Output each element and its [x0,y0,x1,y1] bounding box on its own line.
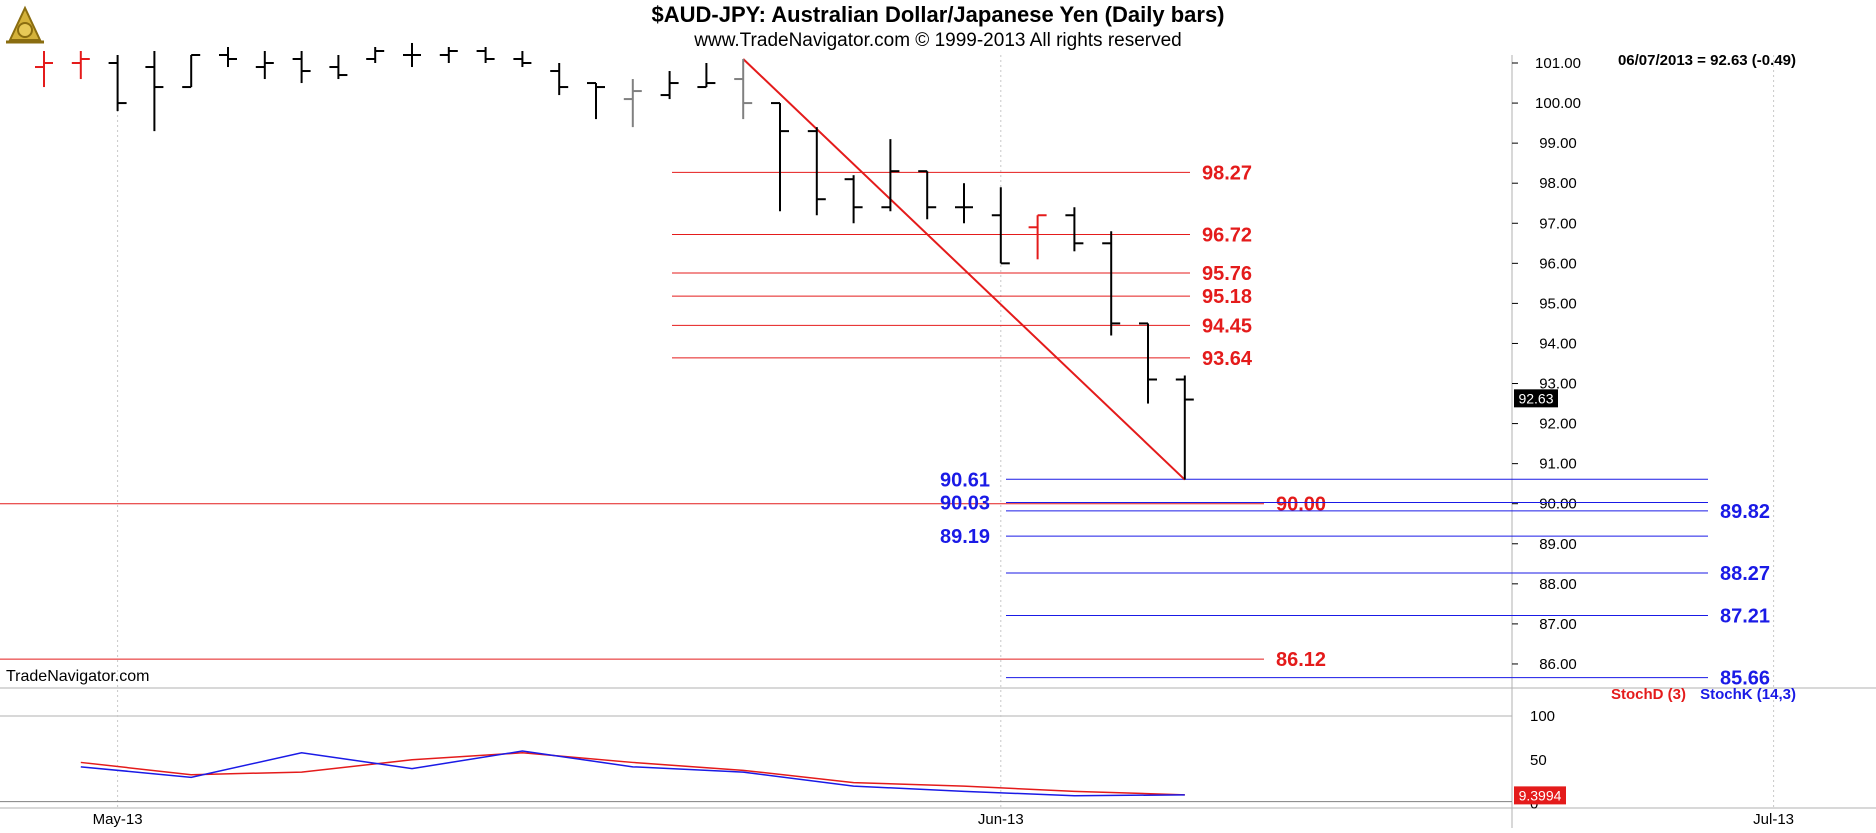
stochk-line [80,750,1185,797]
chart-subtitle: www.TradeNavigator.com © 1999-2013 All r… [694,30,1182,51]
fib-level-label: 98.27 [1202,162,1252,184]
fib-level-label: 94.45 [1202,315,1252,337]
y-tick-label: 93.00 [1539,376,1577,393]
x-tick-label: Jun-13 [978,811,1024,828]
x-tick-label: May-13 [93,811,143,828]
fib-level-label: 90.61 [940,469,990,491]
y-tick-label: 87.00 [1539,616,1577,633]
y-tick-label: 92.00 [1539,416,1577,433]
fib-level-label: 89.82 [1720,501,1770,523]
y-tick-label: 91.00 [1539,456,1577,473]
fib-level-label: 87.21 [1720,605,1770,627]
y-tick-label: 101.00 [1535,55,1581,72]
y-tick-label: 96.00 [1539,255,1577,272]
y-tick-label: 98.00 [1539,175,1577,192]
fib-level-label: 86.12 [1276,649,1326,671]
fib-level-label: 96.72 [1202,224,1252,246]
legend-stochk: StochK (14,3) [1700,686,1796,703]
last-price-box [1514,389,1558,408]
last-price-label: 92.63 [1518,390,1553,406]
y-tick-label: 89.00 [1539,536,1577,553]
fib-level-label: 93.64 [1202,348,1253,370]
sextant-logo-icon [6,5,44,44]
y-tick-label: 97.00 [1539,215,1577,232]
y-tick-label: 88.00 [1539,576,1577,593]
fib-level-label: 88.27 [1720,563,1770,585]
osc-y-tick-label: 100 [1530,708,1555,725]
fib-level-label: 95.76 [1202,263,1252,285]
trendline [742,58,1186,481]
y-tick-label: 99.00 [1539,135,1577,152]
osc-y-tick-label: 50 [1530,752,1547,769]
fib-level-label: 85.66 [1720,668,1770,690]
y-tick-label: 90.00 [1539,496,1577,513]
y-tick-label: 94.00 [1539,335,1577,352]
fib-level-label: 89.19 [940,526,990,548]
fib-level-label: 90.03 [940,493,990,515]
y-tick-label: 86.00 [1539,656,1577,673]
chart-title: $AUD-JPY: Australian Dollar/Japanese Yen… [651,2,1225,27]
osc-last-value-box [1514,786,1566,805]
x-tick-label: Jul-13 [1753,811,1794,828]
price-readout: 06/07/2013 = 92.63 (-0.49) [1617,52,1796,69]
osc-last-value-label: 9.3994 [1519,787,1562,803]
stochd-line [80,752,1185,796]
y-tick-label: 100.00 [1535,95,1581,112]
fib-level-label: 95.18 [1202,286,1252,308]
legend-stochd: StochD (3) [1611,686,1686,703]
header-band [0,0,1876,55]
y-tick-label: 95.00 [1539,295,1577,312]
brand-text: TradeNavigator.com [6,668,150,685]
fib-level-label: 90.00 [1276,494,1326,516]
